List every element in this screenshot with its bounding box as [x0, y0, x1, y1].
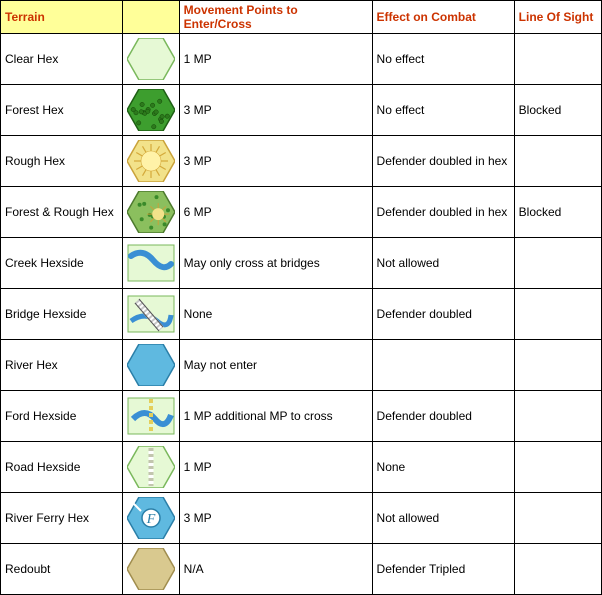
combat-cell: No effect [372, 34, 514, 85]
table-row: Road Hexside 1 MPNone [1, 442, 602, 493]
combat-cell: No effect [372, 85, 514, 136]
ferry-icon: F [122, 493, 179, 544]
road-icon [122, 442, 179, 493]
terrain-cell: Bridge Hexside [1, 289, 123, 340]
table-row: Rough Hex 3 MP Defender doubled in hex [1, 136, 602, 187]
terrain-cell: Ford Hexside [1, 391, 123, 442]
header-movement: Movement Points to Enter/Cross [179, 1, 372, 34]
los-cell [514, 442, 601, 493]
header-los: Line Of Sight [514, 1, 601, 34]
terrain-cell: Redoubt [1, 544, 123, 595]
movement-cell: 3 MP [179, 493, 372, 544]
table-row: Forest Hex 3 MPNo effectBlocked [1, 85, 602, 136]
table-row: River Hex May not enter [1, 340, 602, 391]
movement-cell: N/A [179, 544, 372, 595]
movement-cell: 1 MP additional MP to cross [179, 391, 372, 442]
combat-cell: Not allowed [372, 238, 514, 289]
table-row: Clear Hex 1 MPNo effect [1, 34, 602, 85]
table-row: Bridge Hexside NoneDefender doubled [1, 289, 602, 340]
los-cell [514, 34, 601, 85]
header-terrain: Terrain [1, 1, 123, 34]
los-cell [514, 544, 601, 595]
combat-cell: Defender doubled in hex [372, 136, 514, 187]
clear-icon [122, 34, 179, 85]
forest-icon [122, 85, 179, 136]
movement-cell: May not enter [179, 340, 372, 391]
movement-cell: May only cross at bridges [179, 238, 372, 289]
terrain-cell: Forest Hex [1, 85, 123, 136]
table-row: Creek Hexside May only cross at bridges N… [1, 238, 602, 289]
header-combat: Effect on Combat [372, 1, 514, 34]
los-cell: Blocked [514, 85, 601, 136]
combat-cell: Not allowed [372, 493, 514, 544]
movement-cell: None [179, 289, 372, 340]
movement-cell: 1 MP [179, 34, 372, 85]
combat-cell: None [372, 442, 514, 493]
los-cell [514, 289, 601, 340]
combat-cell: Defender doubled in hex [372, 187, 514, 238]
los-cell [514, 391, 601, 442]
combat-cell: Defender doubled [372, 289, 514, 340]
rough-icon [122, 136, 179, 187]
table-row: Ford Hexside1 MP additional MP to cross … [1, 391, 602, 442]
table-header-row: Terrain Movement Points to Enter/Cross E… [1, 1, 602, 34]
los-cell [514, 340, 601, 391]
los-cell [514, 136, 601, 187]
combat-cell: Defender Tripled [372, 544, 514, 595]
terrain-cell: Clear Hex [1, 34, 123, 85]
movement-cell: 6 MP [179, 187, 372, 238]
terrain-cell: River Hex [1, 340, 123, 391]
combat-cell: Defender doubled [372, 391, 514, 442]
los-cell [514, 238, 601, 289]
table-row: Redoubt N/A Defender Tripled [1, 544, 602, 595]
bridge-icon [122, 289, 179, 340]
creek-icon [122, 238, 179, 289]
redoubt-icon [122, 544, 179, 595]
terrain-cell: Forest & Rough Hex [1, 187, 123, 238]
terrain-cell: Rough Hex [1, 136, 123, 187]
combat-cell [372, 340, 514, 391]
forest-rough-icon [122, 187, 179, 238]
movement-cell: 3 MP [179, 136, 372, 187]
header-icon [122, 1, 179, 34]
los-cell: Blocked [514, 187, 601, 238]
los-cell [514, 493, 601, 544]
movement-cell: 1 MP [179, 442, 372, 493]
terrain-cell: Creek Hexside [1, 238, 123, 289]
table-row: Forest & Rough Hex 6 MP Defender doubled … [1, 187, 602, 238]
terrain-cell: River Ferry Hex [1, 493, 123, 544]
table-row: River Ferry Hex F 3 MP Not allowed [1, 493, 602, 544]
terrain-table: Terrain Movement Points to Enter/Cross E… [0, 0, 602, 595]
svg-text:F: F [145, 512, 155, 527]
movement-cell: 3 MP [179, 85, 372, 136]
terrain-cell: Road Hexside [1, 442, 123, 493]
river-icon [122, 340, 179, 391]
ford-icon [122, 391, 179, 442]
